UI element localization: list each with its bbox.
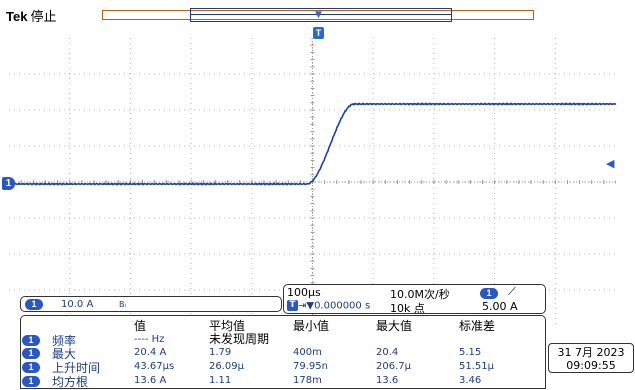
row-badge: 1 [22, 335, 40, 346]
record-length: 10k 点 [390, 302, 425, 315]
date: 31 7月 2023 [557, 346, 625, 359]
time: 09:09:55 [566, 359, 616, 372]
row-badge: 1 [22, 348, 40, 359]
horizontal-readout[interactable]: 100µs 10.0M次/秒 1 ⟋ T ⇥▼0.000000 s 10k 点 5… [283, 284, 546, 315]
row-min: 400m [293, 347, 322, 358]
row-label: 频率 [52, 334, 77, 348]
row-mean: 1.79 [209, 347, 232, 358]
waveform-graticule [9, 38, 616, 326]
sample-rate: 10.0M次/秒 [390, 288, 450, 301]
channel-badge: 1 [25, 299, 43, 310]
trigger-delay-badge: T [287, 300, 298, 311]
row-value: 43.67µs [134, 361, 175, 372]
row-badge: 1 [22, 362, 40, 373]
ch1-level-marker[interactable]: 1 [2, 177, 15, 190]
no-cycle-message: 未发现周期 [209, 332, 270, 346]
trigger-delay: T ⇥▼0.000000 s [287, 300, 370, 312]
header-min: 最小值 [293, 319, 330, 333]
time-per-div: 100µs [287, 286, 321, 299]
brand-status: Tek 停止 [6, 6, 56, 25]
trigger-delay-value: ⇥▼0.000000 s [298, 300, 371, 312]
measurement-row-max[interactable]: 1 最大 20.4 A 1.79 400m 20.4 5.15 [21, 347, 545, 361]
header-std: 标准差 [459, 319, 496, 333]
measurement-row-frequency[interactable]: 1 频率 ---- Hz [21, 334, 545, 348]
ch1-waveform-trace [9, 102, 616, 186]
row-std: 3.46 [459, 375, 482, 386]
header-value: 值 [134, 319, 147, 333]
row-min: 178m [293, 375, 322, 386]
trigger-position-pointer-icon: ▼ [315, 10, 322, 20]
channel-readout[interactable]: 1 10.0 A Bₗ [20, 296, 282, 312]
record-overview-bar[interactable] [102, 10, 534, 20]
row-min: 79.95n [293, 361, 328, 372]
row-badge: 1 [22, 376, 40, 387]
measurements-panel[interactable]: 值 平均值 最小值 最大值 标准差 未发现周期 1 频率 ---- Hz 1 最… [20, 315, 546, 389]
row-label: 最大 [52, 347, 77, 361]
datetime-display: 31 7月 2023 09:09:55 [548, 343, 634, 373]
header-mean: 平均值 [209, 319, 246, 333]
trigger-source-badge: 1 [480, 288, 498, 299]
top-status-bar: Tek 停止 ▼ [0, 0, 635, 26]
trigger-slope-icon: ⟋ [508, 285, 516, 298]
header-max: 最大值 [376, 319, 413, 333]
bandwidth-limit-icon: Bₗ [119, 300, 126, 309]
trigger-level: 5.00 A [482, 300, 518, 313]
brand-logo: Tek [6, 9, 28, 24]
row-label: 上升时间 [52, 361, 101, 375]
measurement-row-rise-time[interactable]: 1 上升时间 43.67µs 26.09µ 79.95n 206.7µ 51.5… [21, 361, 545, 375]
trigger-position-marker[interactable]: T [313, 27, 324, 39]
row-value: 20.4 A [134, 347, 167, 358]
row-std: 51.51µ [459, 361, 494, 372]
row-std: 5.15 [459, 347, 482, 358]
trigger-level-arrow-icon: ◀ [606, 157, 615, 170]
row-value: ---- Hz [134, 334, 165, 345]
row-max: 20.4 [376, 347, 399, 358]
row-max: 206.7µ [376, 361, 411, 372]
row-mean: 26.09µ [209, 361, 244, 372]
acquisition-status: 停止 [30, 9, 57, 24]
row-max: 13.6 [376, 375, 399, 386]
measurement-row-rms[interactable]: 1 均方根 13.6 A 1.11 178m 13.6 3.46 [21, 375, 545, 389]
channel-scale: 10.0 A [61, 299, 94, 310]
row-value: 13.6 A [134, 375, 167, 386]
row-mean: 1.11 [209, 375, 232, 386]
row-label: 均方根 [52, 375, 89, 389]
record-view-window[interactable] [190, 8, 452, 22]
